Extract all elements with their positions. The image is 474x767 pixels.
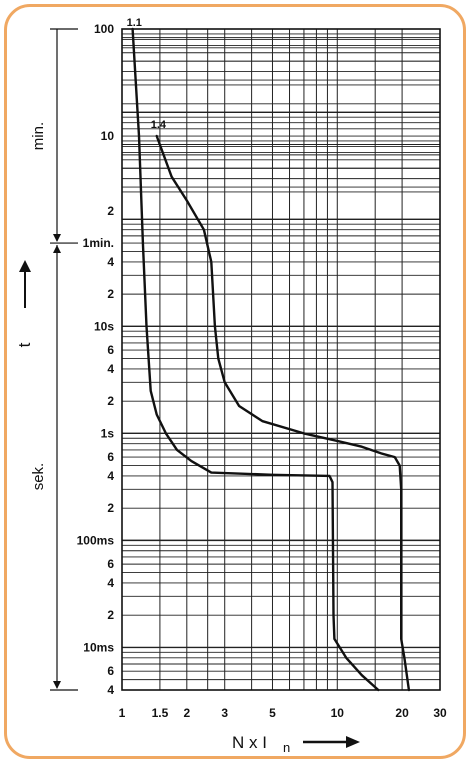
x-tick-label: 10 — [331, 706, 345, 720]
x-tick-label: 3 — [221, 706, 228, 720]
arrow-head-up — [53, 245, 61, 254]
curve-label: 1.1 — [127, 17, 142, 29]
x-tick-label: 5 — [269, 706, 276, 720]
y-tick-label: 10 — [101, 129, 115, 143]
y-tick-label: 4 — [107, 576, 114, 590]
x-axis-arrow-head — [346, 736, 360, 748]
y-tick-label: 10s — [94, 319, 114, 333]
axis-decorations: min. sek. — [19, 28, 360, 748]
curve-label: 1.4 — [151, 119, 167, 131]
y-axis-arrow-head — [19, 260, 31, 272]
y-tick-label: 6 — [107, 450, 114, 464]
arrow-head-down — [53, 681, 61, 689]
curves-layer: 1.1 1.4 — [127, 17, 411, 692]
y-axis-label: t — [15, 342, 34, 347]
x-tick-label: 20 — [395, 706, 409, 720]
y-tick-label: 2 — [107, 394, 114, 408]
x-tick-label: 30 — [433, 706, 447, 720]
plot-grid — [121, 28, 441, 691]
y-tick-label: 2 — [107, 204, 114, 218]
y-tick-label: 100ms — [77, 533, 115, 547]
arrow-head-down — [53, 234, 61, 243]
y-tick-label: 4 — [107, 362, 114, 376]
chart-frame — [4, 4, 466, 759]
y-tick-label: 10ms — [83, 640, 114, 654]
y-tick-label: 2 — [107, 608, 114, 622]
section-label-sek: sek. — [30, 463, 47, 491]
x-tick-label: 1.5 — [152, 706, 169, 720]
trip-curve-1-1 — [131, 27, 380, 692]
y-tick-label: 2 — [107, 287, 114, 301]
y-tick-label: 6 — [107, 664, 114, 678]
x-tick-label: 1 — [119, 706, 126, 720]
y-tick-label: 4 — [107, 469, 114, 483]
x-axis-label: N x I — [232, 733, 267, 752]
trip-curve-1-4 — [155, 134, 411, 692]
y-tick-label: 4 — [107, 255, 114, 269]
y-tick-label: 2 — [107, 501, 114, 515]
y-tick-label: 6 — [107, 343, 114, 357]
y-tick-label: 1min. — [83, 236, 114, 250]
x-tick-label: 2 — [183, 706, 190, 720]
y-tick-label: 1s — [101, 426, 115, 440]
y-tick-labels: 100 10 2 1min. 4 2 10s 6 4 2 1s 6 4 2 100ms 6 4 2 10ms 6 4 — [77, 22, 115, 697]
y-tick-label: 4 — [107, 683, 114, 697]
y-tick-label: 6 — [107, 557, 114, 571]
section-label-min: min. — [30, 122, 47, 150]
x-tick-labels: 1 1.5 2 3 5 10 20 30 — [119, 706, 447, 720]
plot-border — [121, 28, 441, 691]
y-tick-label: 100 — [94, 22, 114, 36]
x-axis-label-subscript: n — [283, 740, 290, 755]
